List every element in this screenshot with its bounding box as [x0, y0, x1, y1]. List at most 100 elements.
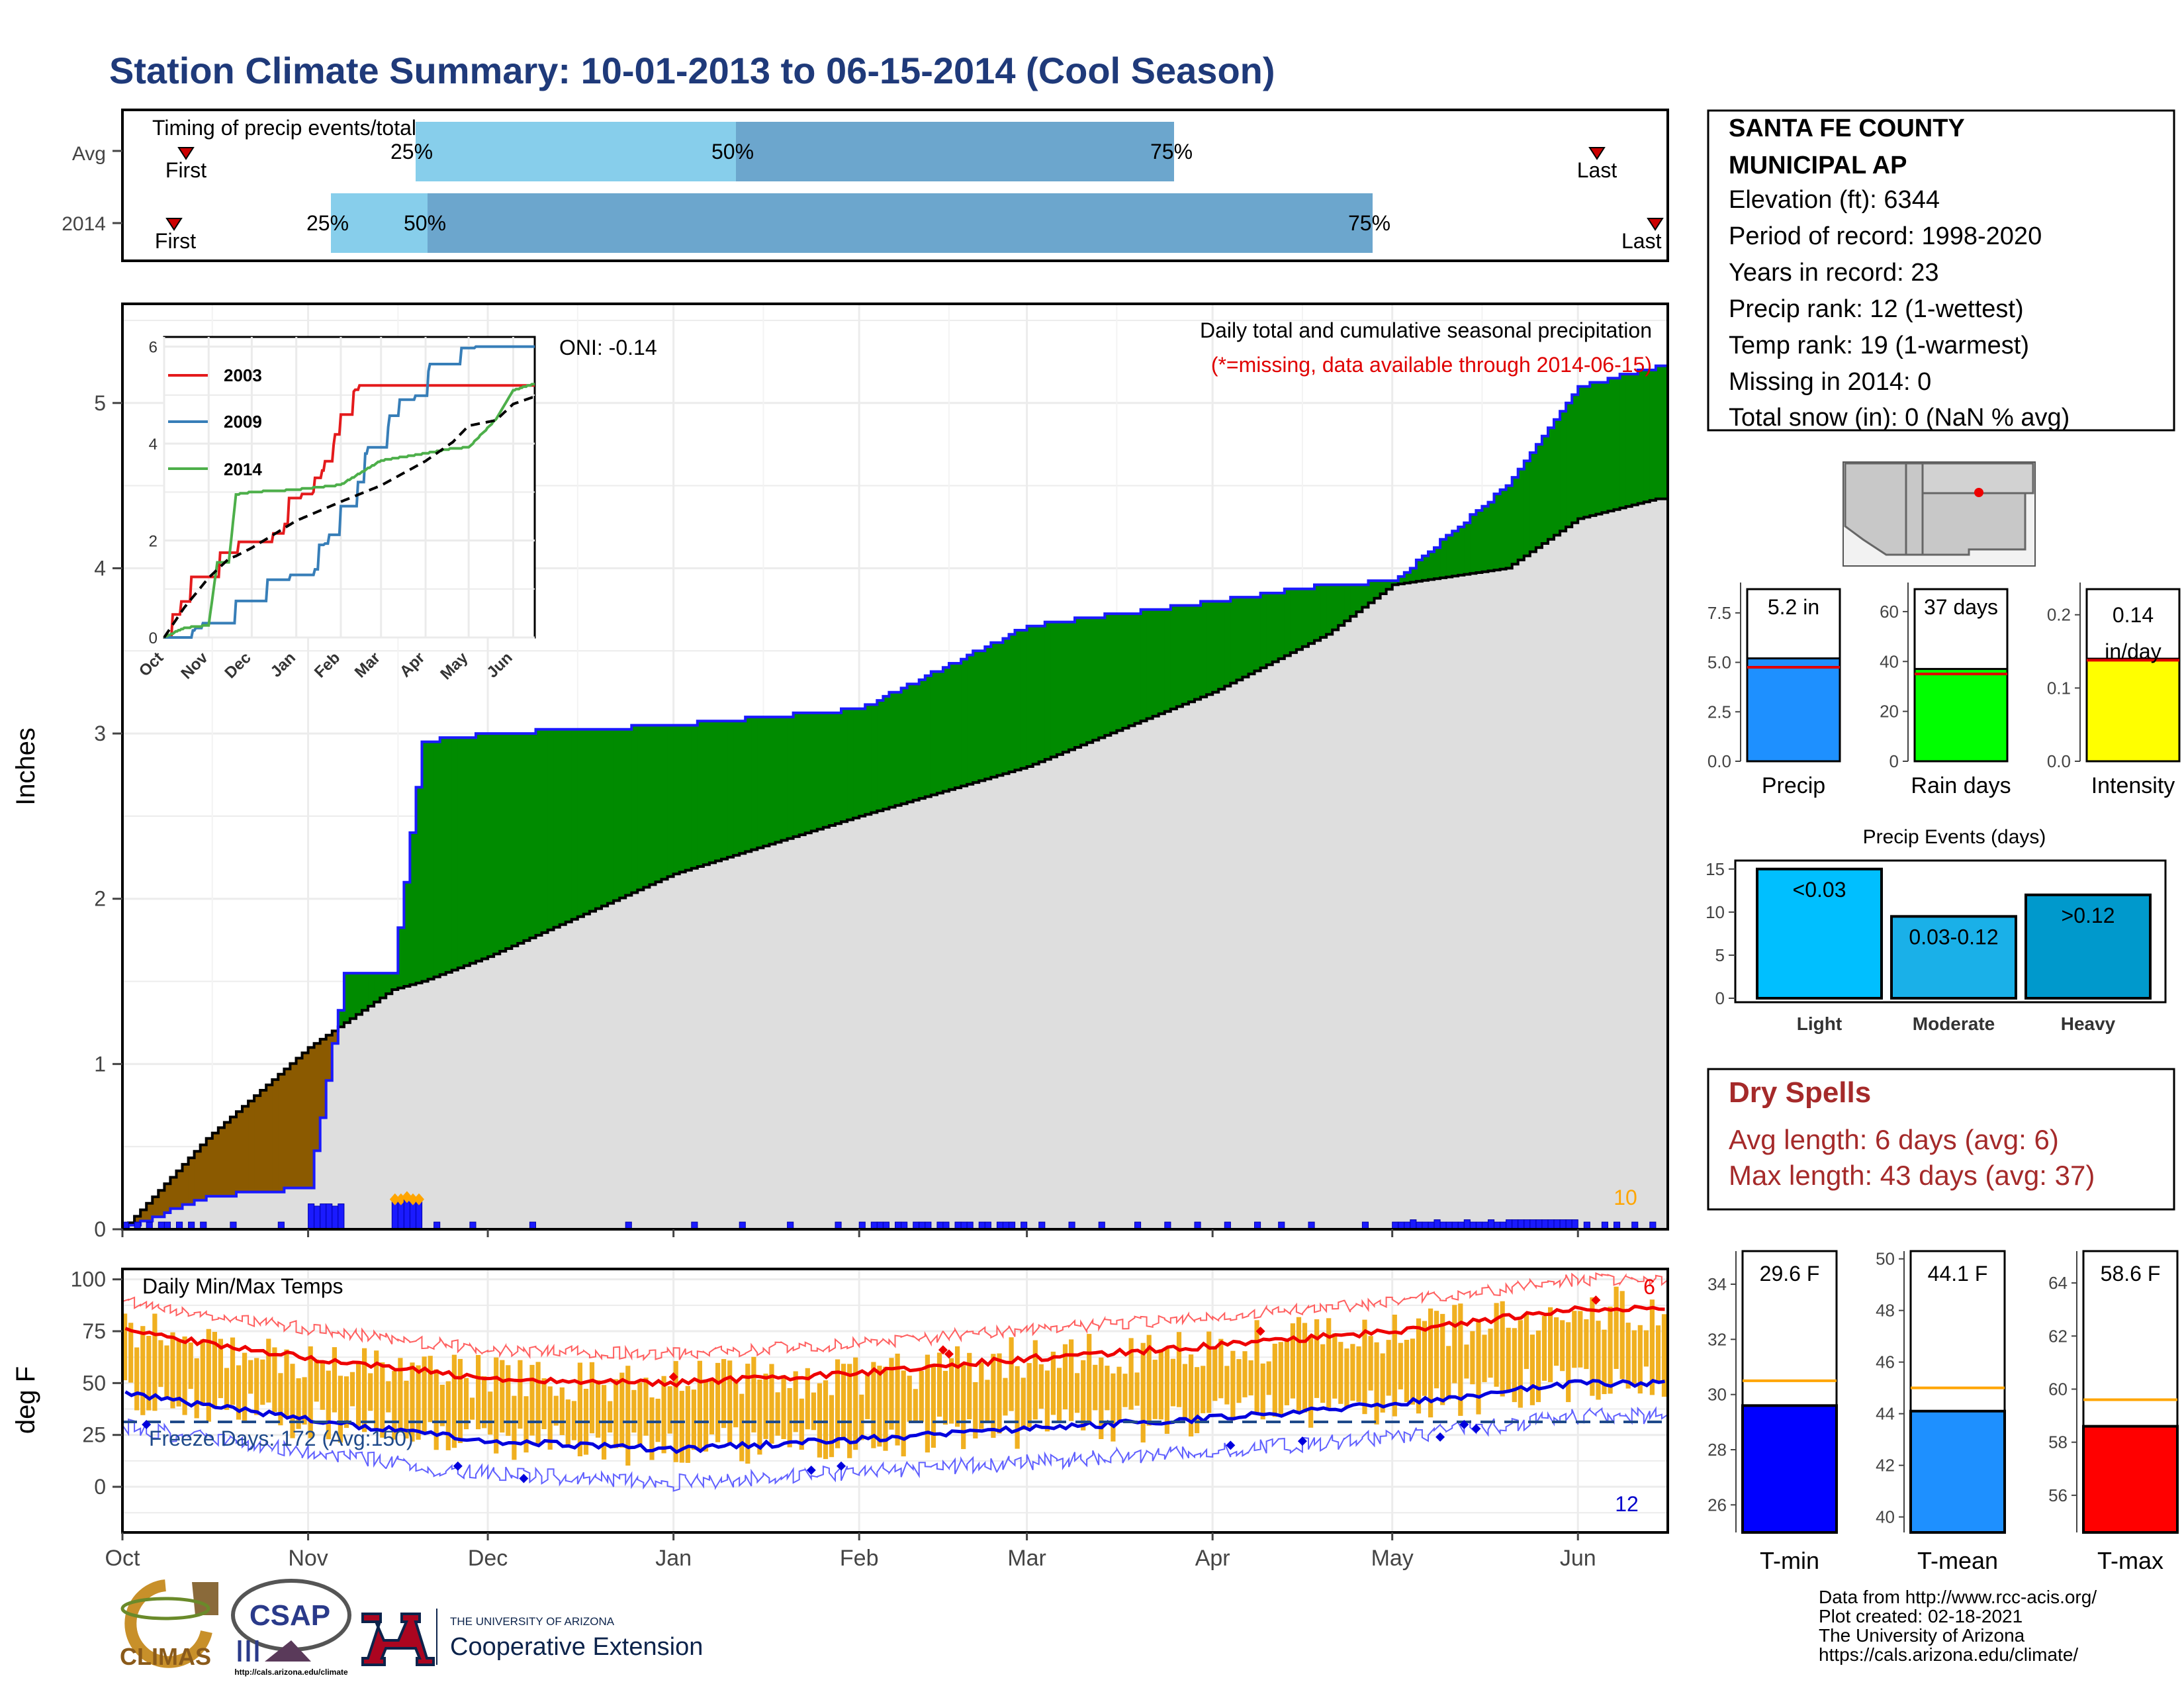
page-title: Station Climate Summary: 10-01-2013 to 0…	[109, 50, 1275, 91]
temp-x-ticks: Oct Nov Dec Jan Feb Mar Apr May Jun	[105, 1532, 1596, 1571]
precip-events-chart: Precip Events (days) 0 5 10 15 <0.03 Light 0.0…	[1706, 826, 2167, 1034]
info-elevation: Elevation (ft): 6344	[1729, 186, 1940, 214]
dry-max: Max length: 43 days (avg: 37)	[1729, 1160, 2095, 1191]
climas-logo-text: CLIMAS	[120, 1643, 211, 1670]
timing-avg-p25: 25%	[390, 140, 433, 164]
temp-x-tick-Jan: Jan	[655, 1546, 692, 1571]
precip-difference-fills	[128, 365, 1668, 1225]
csap-url: http://cals.arizona.edu/climate	[234, 1667, 348, 1677]
timing-2014-p50: 50%	[404, 211, 446, 235]
mini-bar-precip	[1746, 657, 1841, 763]
station-info-box: SANTA FE COUNTY MUNICIPAL AP Elevation (…	[1707, 109, 2175, 432]
temp-summary-tick: 50	[1876, 1249, 1895, 1269]
precip-avg-cumulative-area	[122, 498, 1668, 1229]
temp-x-tick-May: May	[1371, 1546, 1414, 1571]
timing-avg-p50: 50%	[711, 140, 754, 164]
info-precip-rank: Precip rank: 12 (1-wettest)	[1729, 295, 2024, 323]
ua-logo-big: Cooperative Extension	[450, 1633, 703, 1661]
inset-y-tick-6: 6	[149, 339, 158, 357]
timing-2014-last: Last	[1621, 229, 1662, 253]
temp-summary-tick: 60	[2048, 1379, 2068, 1399]
precip-caption: Daily total and cumulative seasonal prec…	[1200, 318, 1652, 342]
inset-y-tick-0: 0	[149, 630, 158, 647]
timing-panel: Timing of precip events/totals Avg 25% 5…	[62, 109, 1669, 262]
timing-avg-first: First	[165, 158, 206, 182]
station-location-dot	[1974, 488, 1983, 497]
temp-x-tick-Feb: Feb	[840, 1546, 879, 1571]
events-bar-heavy	[2025, 893, 2152, 1000]
mini-tick: 2.5	[1707, 702, 1731, 722]
oni-label: ONI: -0.14	[559, 336, 657, 359]
precip-avg-cumulative-line	[122, 497, 1668, 1231]
freeze-days-label: Freeze Days: 172 (Avg:150)	[149, 1427, 414, 1450]
events-label: Moderate	[1913, 1013, 1995, 1034]
station-name: SANTA FE COUNTY	[1729, 115, 1965, 142]
temp-avg-min-line	[124, 1378, 1665, 1454]
temp-y-tick-75: 75	[82, 1319, 106, 1343]
temp-y-ticks: 0 25 50 75 100	[71, 1268, 122, 1499]
temp-summary-tick: 62	[2048, 1326, 2068, 1346]
temp-summary-tick: 32	[1707, 1329, 1727, 1349]
temp-min-count: 12	[1615, 1492, 1639, 1516]
temp-summary-value-1: 44.1 F	[1928, 1262, 1988, 1286]
inset-legend-2014: 2014	[224, 459, 262, 479]
dry-title: Dry Spells	[1729, 1076, 1871, 1109]
info-missing: Missing in 2014: 0	[1729, 368, 1931, 396]
temp-ylabel: deg F	[11, 1366, 40, 1434]
temp-summary-bar-t-max	[2082, 1425, 2179, 1534]
inset-line-2009	[164, 345, 535, 639]
mini-tick: 20	[1880, 702, 1899, 722]
temp-x-tick-Mar: Mar	[1007, 1546, 1046, 1571]
temp-y-tick-25: 25	[82, 1423, 106, 1447]
temp-summary-label-1: T-mean	[1917, 1547, 1998, 1574]
climas-logo: CLIMAS	[120, 1579, 218, 1670]
temp-summary-value-0: 29.6 F	[1760, 1262, 1820, 1286]
temp-y-tick-100: 100	[71, 1268, 106, 1291]
precip-panel: Inches 0 1 2 3 4 5 ONI: -0.14 Daily total and…	[11, 303, 1669, 1241]
timing-avg-bar-25-50	[416, 122, 736, 181]
mini-label-0: Precip	[1762, 773, 1825, 798]
temp-summary-tick: 40	[1876, 1507, 1895, 1527]
station-name-2: MUNICIPAL AP	[1729, 152, 1907, 179]
info-period: Period of record: 1998-2020	[1729, 222, 2042, 250]
temp-summary-tick: 48	[1876, 1301, 1895, 1321]
events-tick: 15	[1706, 859, 1725, 879]
timing-2014-first-marker	[165, 218, 183, 231]
mini-value-1: 37 days	[1924, 595, 1998, 619]
info-years: Years in record: 23	[1729, 259, 1939, 287]
inset-y-tick-2: 2	[149, 533, 158, 551]
temp-summary-tick: 34	[1707, 1274, 1727, 1294]
timing-avg-p75: 75%	[1150, 140, 1193, 164]
inset-line-2003	[164, 384, 535, 639]
precip-y-tick-0: 0	[94, 1217, 106, 1241]
mini-tick: 40	[1880, 651, 1899, 671]
mini-value-2: 0.14	[2113, 603, 2154, 627]
timing-avg-label: Avg	[72, 143, 106, 165]
events-label: Light	[1797, 1013, 1842, 1034]
dry-avg: Avg length: 6 days (avg: 6)	[1729, 1124, 2059, 1155]
precip-y-tick-4: 4	[94, 556, 106, 580]
mini-label-2: Intensity	[2091, 773, 2175, 798]
mini-tick: 7.5	[1707, 603, 1731, 623]
inset-legend-2009: 2009	[224, 412, 262, 432]
temp-x-tick-Dec: Dec	[468, 1546, 508, 1571]
events-bar-text: <0.03	[1793, 878, 1846, 902]
mini-tick: 0	[1889, 751, 1899, 771]
mini-tick: 0.2	[2047, 605, 2071, 625]
summary-mini-bars: 0.0 2.5 5.0 7.5 5.2 in Precip 0 20 40 60 37 days Ra…	[1707, 583, 2181, 798]
temp-summary-tick: 46	[1876, 1352, 1895, 1372]
temp-summary-tick: 64	[2048, 1273, 2068, 1293]
timing-2014-last-marker	[1647, 218, 1664, 231]
timing-label: Timing of precip events/totals	[152, 116, 427, 140]
temp-panel: Daily Min/Max Temps Freeze Days: 172 (Av…	[11, 1268, 1669, 1571]
temp-summary-value-2: 58.6 F	[2101, 1262, 2161, 1286]
inset-y-tick-4: 4	[149, 436, 158, 453]
events-bar-moderate	[1890, 915, 2017, 1000]
temp-summary-tick: 56	[2048, 1485, 2068, 1505]
mini-bar-rain-days	[1913, 668, 2009, 763]
temp-summary-bar-t-mean	[1909, 1409, 2006, 1534]
temp-summary-tick: 26	[1707, 1495, 1727, 1515]
ua-logo: THE UNIVERSITY OF ARIZONA Cooperative Ex…	[361, 1609, 703, 1666]
timing-avg-last-marker	[1588, 147, 1606, 160]
